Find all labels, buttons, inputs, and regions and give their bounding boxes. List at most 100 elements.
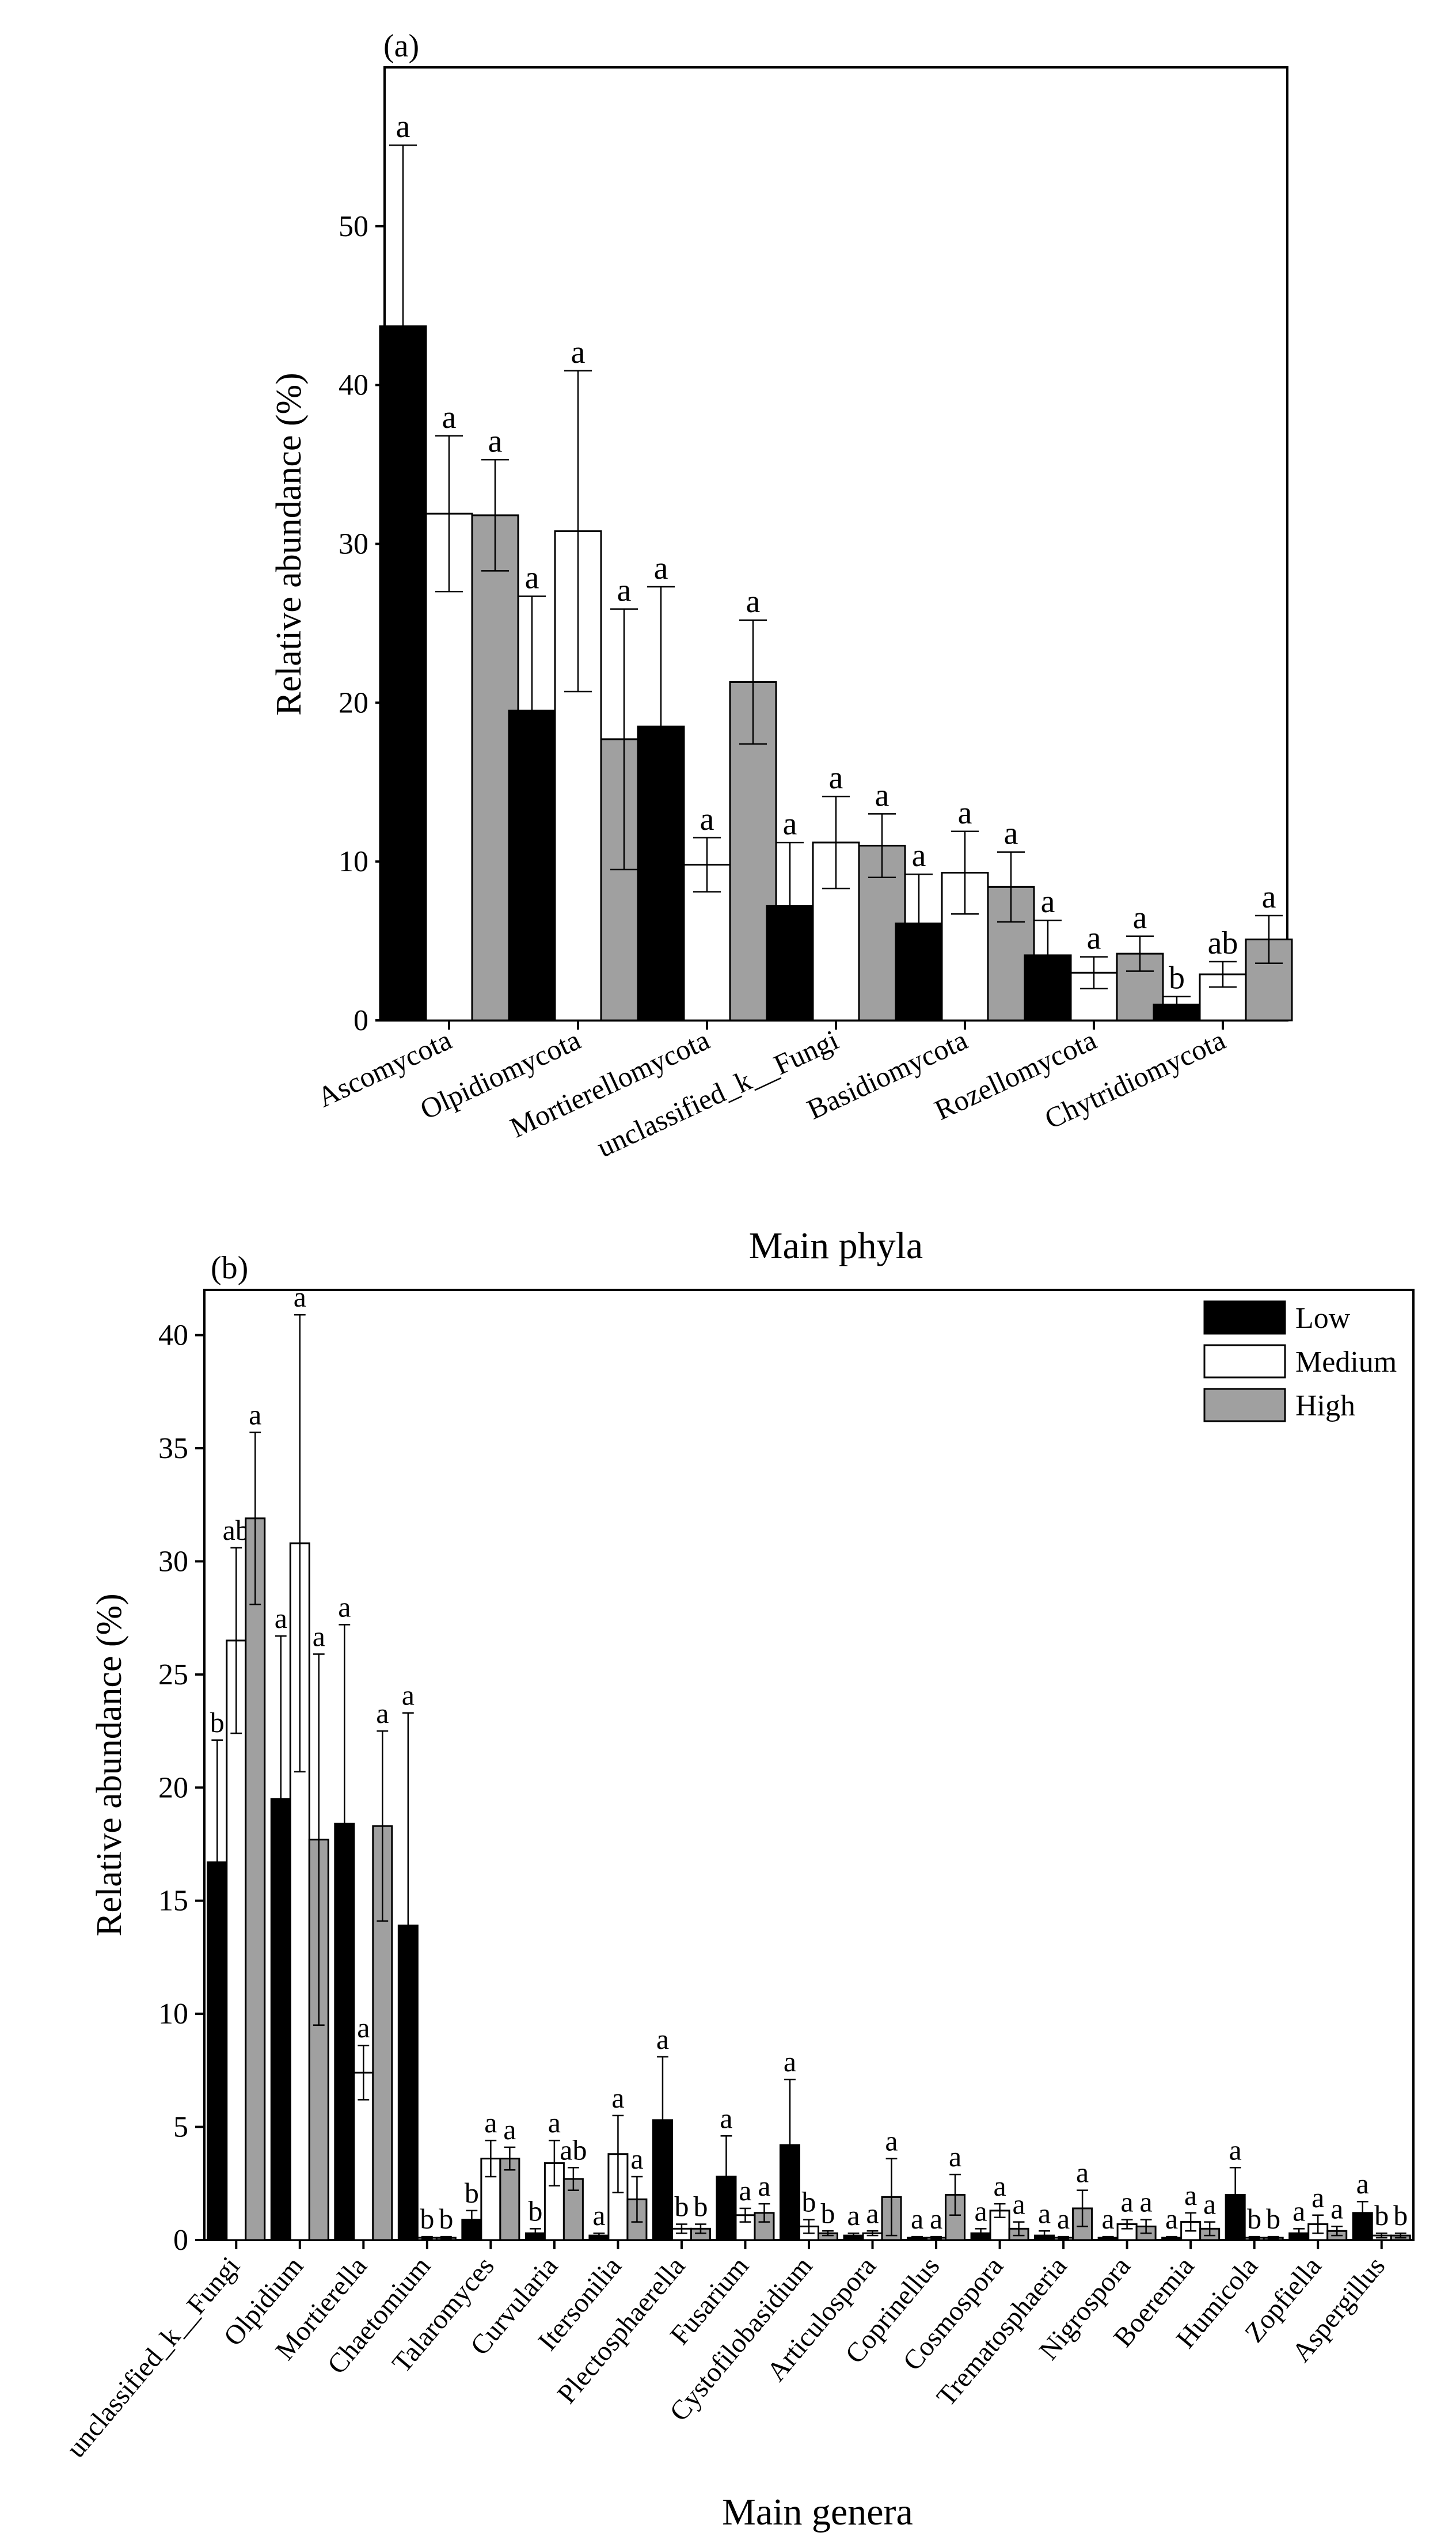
significance-letter: b xyxy=(674,2190,689,2223)
panel-b-legend: Low Medium High xyxy=(1203,1300,1397,1422)
significance-letter: b xyxy=(1266,2203,1280,2235)
y-tick-label: 50 xyxy=(339,210,368,243)
significance-letter: a xyxy=(338,1590,351,1623)
significance-letter: a xyxy=(829,760,843,796)
significance-letter: a xyxy=(611,2082,624,2114)
significance-letter: a xyxy=(784,2045,796,2078)
legend-swatch-low xyxy=(1203,1300,1286,1335)
significance-letter: a xyxy=(758,2170,770,2202)
significance-letter: b xyxy=(420,2203,434,2235)
panel-b-x-axis-label: Main genera xyxy=(722,2491,913,2533)
significance-letter: b xyxy=(439,2203,453,2235)
significance-letter: a xyxy=(488,423,503,459)
y-tick-label: 10 xyxy=(158,1998,188,2030)
category-label: unclassified_k__Fungi xyxy=(592,1023,843,1163)
bar-high xyxy=(499,2158,520,2241)
significance-letter: b xyxy=(210,1706,225,1738)
bar-medium xyxy=(226,1639,247,2241)
significance-letter: b xyxy=(465,2177,479,2209)
significance-letter: a xyxy=(654,551,668,586)
legend-label: Medium xyxy=(1295,1346,1397,1379)
significance-letter: a xyxy=(847,2199,860,2231)
bar-high xyxy=(245,1517,266,2241)
significance-letter: b xyxy=(1393,2199,1408,2231)
significance-letter: b xyxy=(821,2197,835,2229)
significance-letter: a xyxy=(1184,2179,1197,2211)
y-tick-label: 10 xyxy=(339,845,368,878)
significance-letter: a xyxy=(548,2106,561,2139)
significance-letter: a xyxy=(1311,2181,1324,2214)
panel-b-x-ticks: unclassified_k__FungiOlpidiumMortierella… xyxy=(60,2240,1391,2463)
significance-letter: a xyxy=(911,2203,923,2235)
significance-letter: a xyxy=(993,2170,1006,2202)
significance-letter: a xyxy=(376,1697,389,1729)
panel-b-genera: (b) Relative abundance (%) Main genera L… xyxy=(60,1250,1415,2533)
category-label: unclassified_k__Fungi xyxy=(60,2251,246,2463)
y-tick-label: 30 xyxy=(339,528,368,561)
y-tick-label: 30 xyxy=(158,1545,188,1578)
significance-letter: a xyxy=(592,2199,605,2231)
significance-letter: a xyxy=(1262,879,1276,915)
significance-letter: a xyxy=(617,573,632,609)
panel-a-y-ticks: 0 10 20 30 40 50 xyxy=(339,210,385,1037)
significance-letter: b xyxy=(1247,2203,1261,2235)
significance-letter: a xyxy=(1356,2167,1369,2200)
significance-letter: a xyxy=(275,1602,287,1634)
y-tick-label: 0 xyxy=(173,2224,188,2257)
significance-letter: a xyxy=(402,1679,415,1711)
y-tick-label: 35 xyxy=(158,1432,188,1465)
y-tick-label: 5 xyxy=(173,2111,188,2144)
significance-letter: b xyxy=(693,2190,708,2223)
significance-letter: a xyxy=(1203,2188,1216,2220)
significance-letter: a xyxy=(875,777,889,813)
significance-letter: a xyxy=(700,802,714,837)
significance-letter: a xyxy=(503,2113,516,2146)
significance-letter: a xyxy=(1038,2197,1051,2229)
significance-letter: b xyxy=(528,2195,542,2227)
legend-label: Low xyxy=(1295,1302,1351,1335)
significance-letter: a xyxy=(1229,2133,1242,2166)
significance-letter: a xyxy=(974,2195,987,2227)
legend-label: High xyxy=(1295,1390,1355,1422)
y-tick-label: 20 xyxy=(339,686,368,719)
y-tick-label: 0 xyxy=(353,1004,368,1037)
significance-letter: b xyxy=(1169,961,1185,996)
significance-letter: a xyxy=(396,109,410,145)
significance-letter: a xyxy=(1330,2192,1343,2224)
significance-letter: a xyxy=(783,806,797,842)
significance-letter: a xyxy=(249,1399,261,1431)
significance-letter: a xyxy=(949,2140,961,2173)
panel-a-phyla: (a) Relative abundance (%) Main phyla 0 1… xyxy=(269,28,1293,1267)
significance-letter: a xyxy=(1012,2188,1025,2220)
significance-letter: a xyxy=(866,2197,879,2229)
panel-a-x-axis-label: Main phyla xyxy=(749,1225,923,1267)
y-tick-label: 40 xyxy=(158,1319,188,1352)
significance-letter: a xyxy=(958,795,972,831)
significance-letter: a xyxy=(720,2102,732,2134)
significance-letter: a xyxy=(1165,2203,1178,2235)
panel-b-label: (b) xyxy=(211,1250,248,1286)
y-tick-label: 20 xyxy=(158,1771,188,1804)
panel-a-y-axis-label: Relative abundance (%) xyxy=(269,373,309,716)
y-tick-label: 25 xyxy=(158,1658,188,1691)
y-tick-label: 40 xyxy=(339,369,368,402)
significance-letter: a xyxy=(313,1620,325,1653)
significance-letter: ab xyxy=(560,2133,587,2166)
panel-b-y-ticks: 0 5 10 15 20 25 30 35 40 xyxy=(158,1319,204,2257)
significance-letter: b xyxy=(1374,2199,1389,2231)
significance-letter: a xyxy=(357,2011,370,2044)
significance-letter: a xyxy=(1076,2157,1089,2189)
significance-letter: a xyxy=(1133,900,1147,936)
significance-letter: b xyxy=(802,2186,816,2218)
significance-letter: a xyxy=(1121,2186,1134,2218)
panel-b-y-axis-label: Relative abundance (%) xyxy=(90,1593,129,1937)
significance-letter: a xyxy=(630,2143,643,2175)
y-tick-label: 15 xyxy=(158,1885,188,1918)
legend-swatch-high xyxy=(1203,1388,1286,1422)
significance-letter: a xyxy=(746,584,761,620)
significance-letter: a xyxy=(1140,2186,1153,2218)
significance-letter: a xyxy=(1102,2203,1115,2235)
